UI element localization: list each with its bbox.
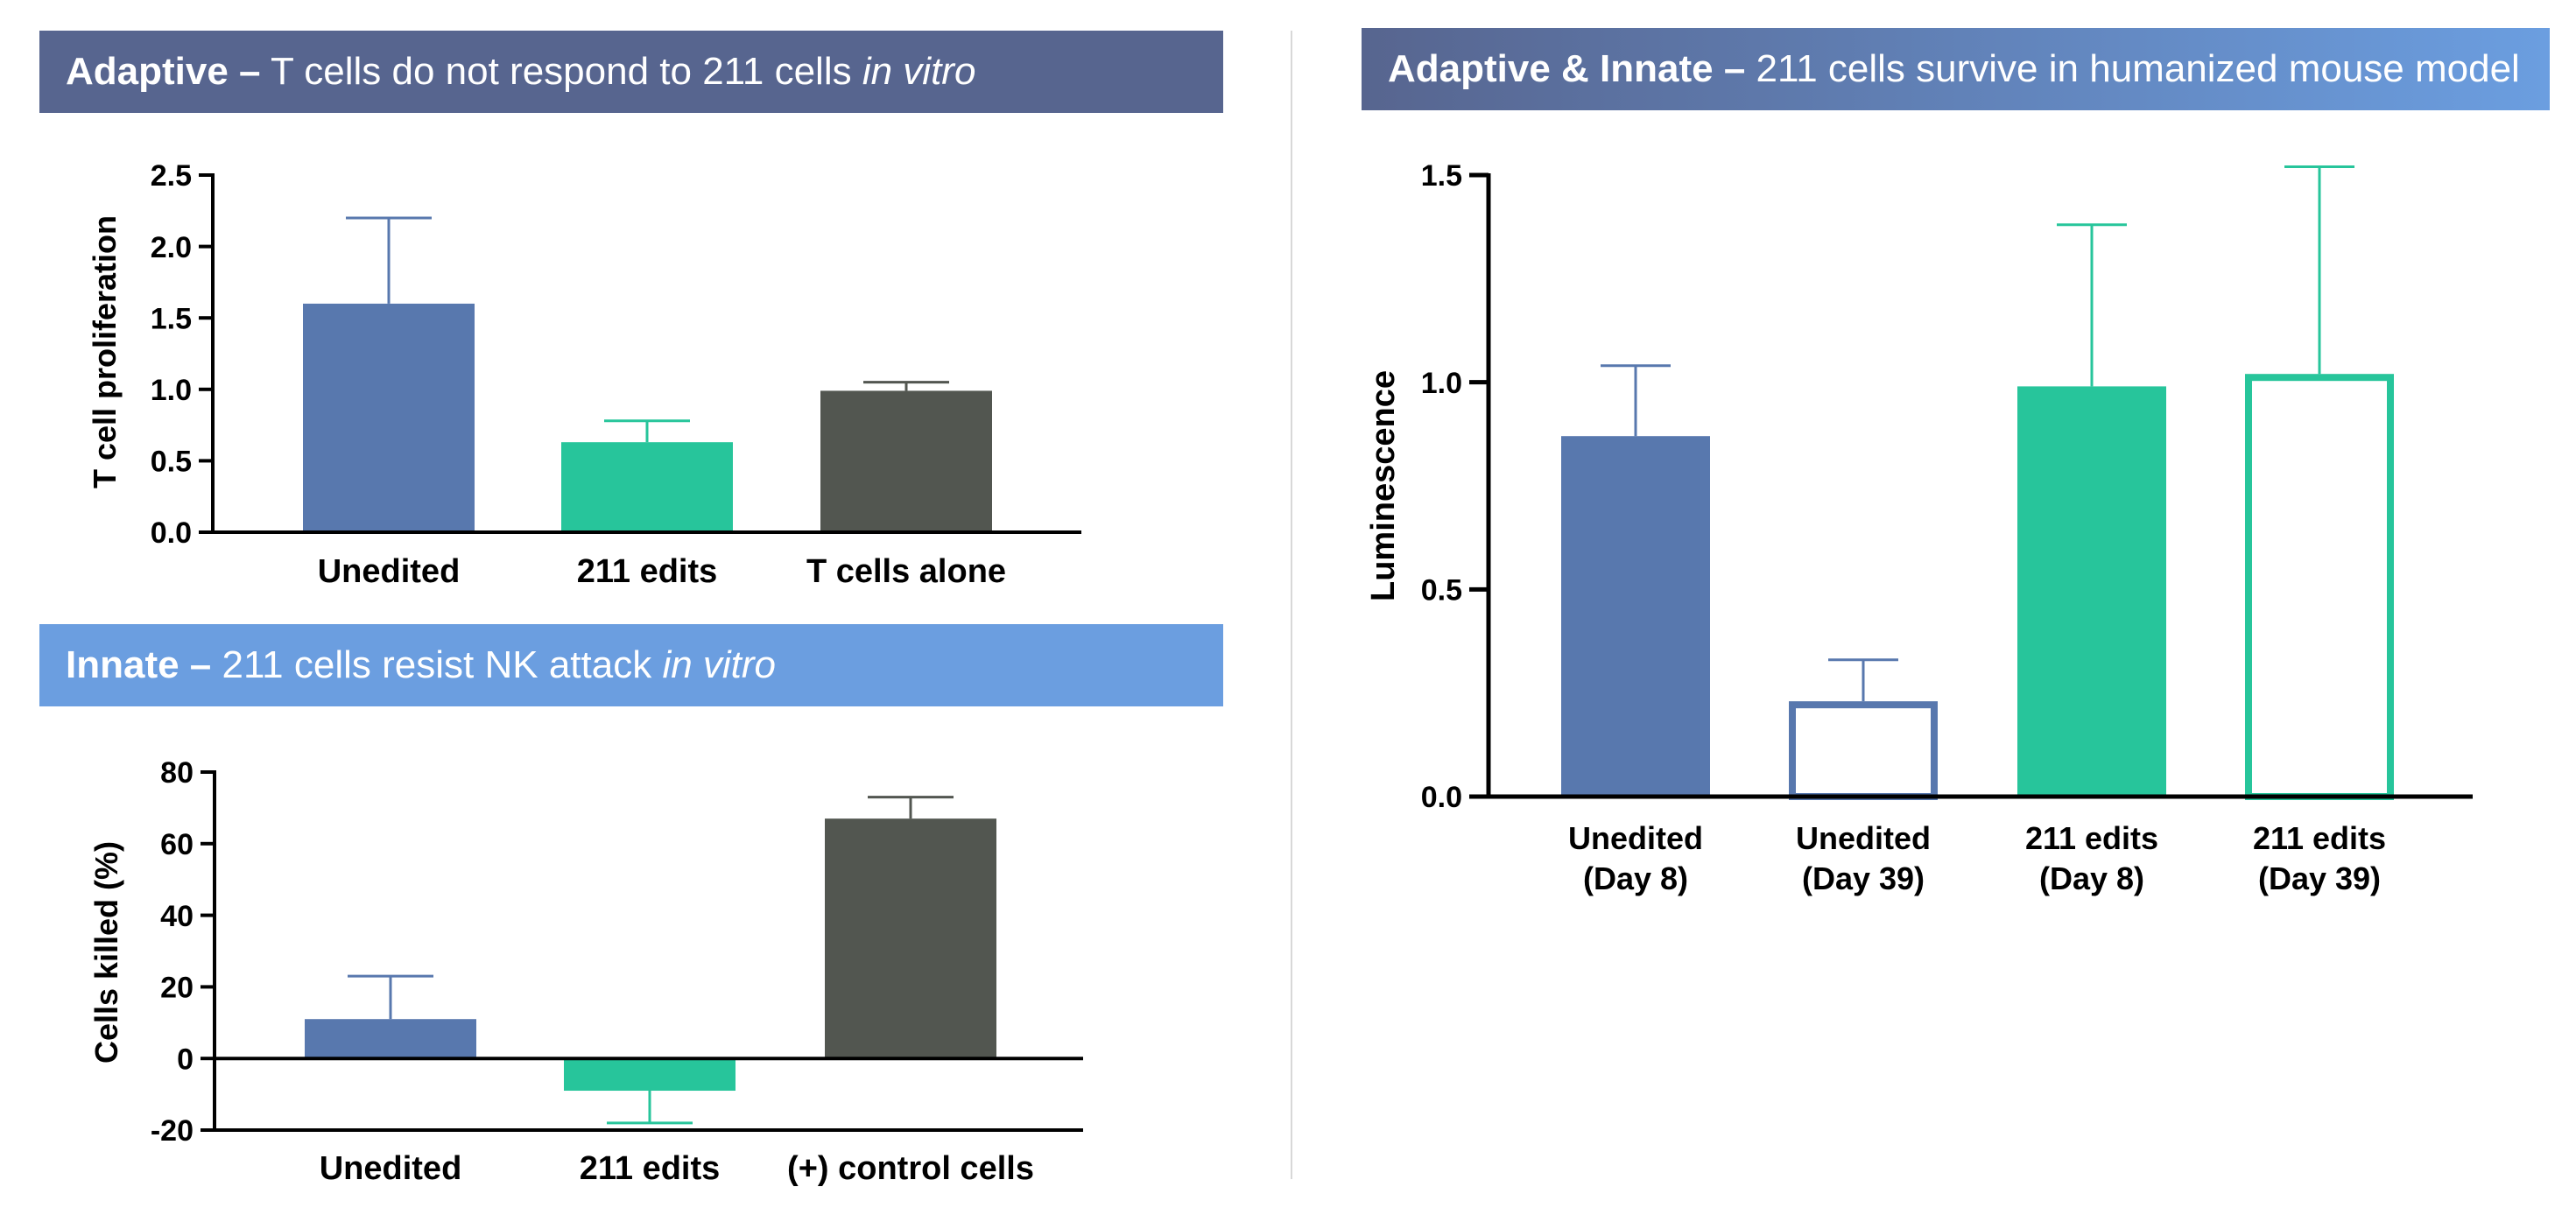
adaptive-banner-bold: Adaptive – — [66, 50, 261, 93]
category-label-mouse-2-1: (Day 8) — [2039, 860, 2144, 896]
adaptive-banner-text: T cells do not respond to 211 cells — [260, 50, 862, 93]
y-tick-label-nk-1: 0 — [177, 1043, 194, 1076]
humanized-banner-bold: Adaptive & Innate – — [1388, 47, 1746, 90]
y-tick-label-tcell-4: 2.0 — [151, 231, 192, 264]
category-label-mouse-1-0: Unedited — [1796, 820, 1931, 856]
y-tick-label-tcell-0: 0.0 — [151, 516, 192, 550]
bar-mouse-0 — [1561, 436, 1710, 797]
bar-mouse-1 — [1789, 701, 1938, 801]
bar-tcell-2 — [820, 390, 992, 532]
y-tick-label-mouse-1: 0.5 — [1421, 574, 1462, 607]
category-label-nk-1: 211 edits — [580, 1150, 721, 1187]
adaptive-banner-italic: in vitro — [862, 50, 976, 93]
innate-banner-bold: Innate – — [66, 643, 212, 686]
y-tick-label-tcell-3: 1.5 — [151, 302, 192, 335]
y-tick-label-mouse-0: 0.0 — [1421, 781, 1462, 814]
bar-mouse-2 — [2017, 386, 2166, 797]
category-label-tcell-1: 211 edits — [577, 553, 718, 590]
y-tick-label-mouse-2: 1.0 — [1421, 367, 1462, 400]
bar-nk-2 — [825, 818, 996, 1059]
bar-nk-0 — [305, 1019, 476, 1059]
panel-divider — [1291, 31, 1292, 1179]
y-tick-label-tcell-2: 1.0 — [151, 374, 192, 407]
bar-tcell-0 — [303, 303, 475, 532]
humanized-banner-text: 211 cells survive in humanized mouse mod… — [1745, 47, 2520, 90]
humanized-banner: Adaptive & Innate – 211 cells survive in… — [1362, 28, 2550, 110]
category-label-mouse-3-0: 211 edits — [2253, 820, 2386, 856]
y-tick-label-tcell-1: 0.5 — [151, 446, 192, 479]
category-label-nk-2: (+) control cells — [787, 1150, 1034, 1187]
bar-tcell-1 — [561, 442, 733, 532]
category-label-mouse-2-0: 211 edits — [2025, 820, 2158, 856]
y-axis-title-mouse: Luminescence — [1365, 370, 1402, 601]
y-tick-label-tcell-5: 2.5 — [151, 159, 192, 193]
bar-mouse-3 — [2245, 374, 2394, 800]
y-tick-label-nk-5: 80 — [160, 756, 194, 790]
category-label-mouse-0-0: Unedited — [1568, 820, 1703, 856]
y-axis-title-tcell: T cell proliferation — [87, 215, 123, 488]
category-label-mouse-0-1: (Day 8) — [1583, 860, 1688, 896]
bar-nk-1 — [564, 1058, 735, 1092]
y-axis-title-nk: Cells killed (%) — [88, 841, 124, 1064]
category-label-tcell-0: Unedited — [318, 553, 461, 590]
category-label-mouse-3-1: (Day 39) — [2258, 860, 2381, 896]
category-label-mouse-1-1: (Day 39) — [1802, 860, 1925, 896]
innate-banner-italic: in vitro — [662, 643, 777, 686]
y-tick-label-nk-2: 20 — [160, 972, 194, 1005]
innate-banner: Innate – 211 cells resist NK attack in v… — [39, 624, 1223, 706]
y-tick-label-nk-0: -20 — [151, 1114, 194, 1148]
category-label-nk-0: Unedited — [320, 1150, 462, 1187]
y-tick-label-mouse-3: 1.5 — [1421, 159, 1462, 193]
innate-banner-text: 211 cells resist NK attack — [211, 643, 663, 686]
y-tick-label-nk-3: 40 — [160, 900, 194, 933]
category-label-tcell-2: T cells alone — [806, 553, 1006, 590]
adaptive-banner: Adaptive – T cells do not respond to 211… — [39, 31, 1223, 113]
y-tick-label-nk-4: 60 — [160, 828, 194, 861]
